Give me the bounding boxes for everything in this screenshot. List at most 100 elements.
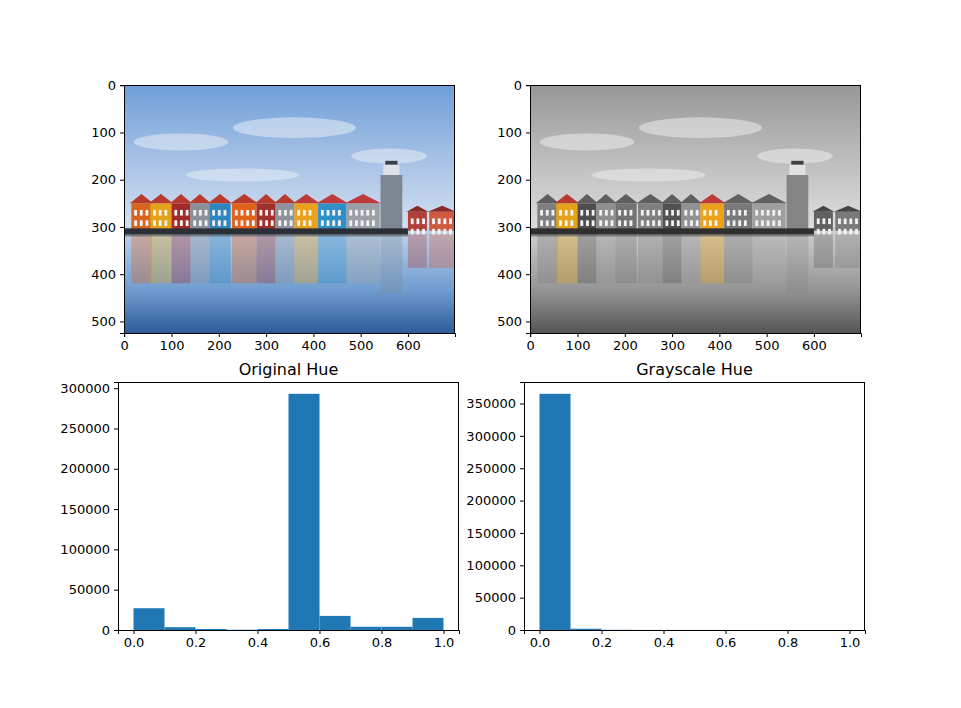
- window: [193, 210, 196, 216]
- window: [658, 210, 661, 216]
- window: [733, 210, 736, 216]
- window: [767, 210, 770, 216]
- window: [844, 218, 847, 224]
- tick-mark: [219, 333, 220, 337]
- window: [309, 210, 312, 216]
- tick-label: 600: [802, 338, 827, 353]
- window: [570, 210, 573, 216]
- window: [224, 220, 227, 226]
- window: [297, 220, 300, 226]
- tick-label: 0.8: [778, 635, 799, 650]
- window: [696, 210, 699, 216]
- subplot: 0.00.20.40.60.81.00500001000001500002000…: [466, 360, 865, 650]
- window: [134, 220, 137, 226]
- tick: 300000: [60, 381, 118, 396]
- tick: 0.0: [530, 630, 551, 650]
- spine-right: [860, 85, 861, 333]
- tick-label: 200: [613, 338, 638, 353]
- spine-top: [118, 382, 459, 383]
- window: [297, 210, 300, 216]
- tick: 400: [301, 333, 326, 353]
- y-axis: 050000100000150000200000250000300000: [60, 381, 118, 638]
- tick-label: 500: [349, 338, 374, 353]
- tick: 0: [102, 623, 118, 638]
- window: [411, 218, 414, 224]
- histogram-bar: [788, 629, 819, 630]
- histogram-bar: [227, 629, 258, 630]
- tick-mark: [114, 509, 118, 510]
- reflection: [294, 234, 318, 283]
- tick-label: 250000: [466, 461, 516, 476]
- window: [438, 218, 441, 224]
- tick-mark: [526, 132, 530, 133]
- tick-label: 200000: [466, 493, 516, 508]
- window: [432, 229, 435, 235]
- tick: 400: [707, 333, 732, 353]
- chart-title: Grayscale Hue: [636, 360, 753, 379]
- window: [772, 220, 775, 226]
- reflection: [232, 234, 257, 283]
- tick-label: 500: [497, 314, 522, 329]
- window: [647, 210, 650, 216]
- tick-mark: [664, 630, 665, 634]
- window: [372, 210, 375, 216]
- histogram-bar: [320, 616, 351, 630]
- tick: 500: [497, 314, 530, 329]
- pier-shadow: [124, 235, 408, 237]
- house-wall: [615, 203, 636, 230]
- tick-mark: [520, 630, 524, 631]
- histogram-bar: [289, 394, 320, 630]
- figure: 0100200300400500600010020030040050001002…: [0, 0, 961, 708]
- histogram-bar: [382, 627, 413, 630]
- house-roof: [170, 194, 192, 203]
- histogram-bar: [757, 629, 788, 630]
- axis-line: [526, 86, 531, 334]
- house-roof: [130, 194, 153, 203]
- reflection: [150, 234, 171, 283]
- histogram-bar: [196, 629, 227, 630]
- window: [212, 210, 215, 216]
- window: [327, 220, 330, 226]
- tick: 200: [91, 172, 124, 187]
- house-wall: [556, 203, 577, 230]
- tick: 300: [660, 333, 685, 353]
- window: [671, 210, 674, 216]
- tick-mark: [520, 533, 524, 534]
- histogram-bar: [664, 629, 695, 630]
- tick: 300: [497, 220, 530, 235]
- reflection: [682, 234, 701, 283]
- house-roof: [536, 194, 559, 203]
- tick-mark: [114, 630, 118, 631]
- tick: 300: [91, 220, 124, 235]
- reflection: [578, 234, 597, 283]
- tick-label: 0.0: [124, 635, 145, 650]
- window: [828, 218, 831, 224]
- window: [559, 210, 562, 216]
- y-axis: 0500001000001500002000002500003000003500…: [466, 383, 524, 638]
- window: [218, 210, 221, 216]
- reflection: [752, 234, 785, 283]
- tick-mark: [134, 630, 135, 634]
- window: [205, 210, 208, 216]
- window: [164, 220, 167, 226]
- cloud: [186, 168, 299, 181]
- tick-mark: [114, 469, 118, 470]
- window: [744, 210, 747, 216]
- tick-mark: [196, 630, 197, 634]
- window: [630, 220, 633, 226]
- window: [744, 220, 747, 226]
- tick-label: 0.4: [248, 635, 269, 650]
- window: [703, 220, 706, 226]
- tick-label: 0: [121, 338, 129, 353]
- window: [552, 210, 555, 216]
- house-wall: [429, 212, 455, 231]
- tick-label: 100: [91, 125, 116, 140]
- spine-right: [454, 85, 455, 333]
- tick: 600: [802, 333, 827, 353]
- window: [265, 210, 268, 216]
- tick-label: 300: [254, 338, 279, 353]
- tick-label: 0: [508, 623, 516, 638]
- house-wall: [276, 203, 295, 230]
- house-wall: [209, 203, 230, 230]
- house-roof: [231, 194, 258, 203]
